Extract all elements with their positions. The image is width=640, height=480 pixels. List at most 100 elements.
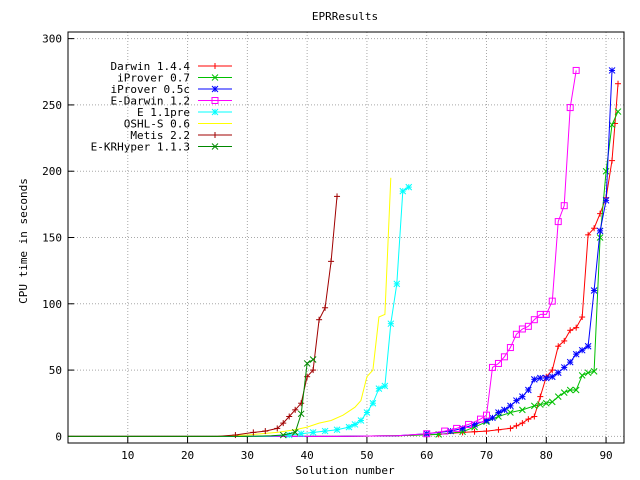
data-point [405,183,413,191]
data-point [590,287,598,294]
legend-label: Darwin 1.4.4 [111,60,191,73]
data-point [471,421,478,428]
data-point [542,399,550,407]
x-tick-label: 20 [181,449,194,462]
x-tick-label: 60 [420,449,433,462]
data-point [512,330,520,338]
data-point [310,367,317,374]
series-group-2 [68,67,616,438]
series-line-1 [68,111,619,437]
data-point [536,374,544,382]
data-point [250,429,257,436]
data-point [561,337,568,344]
data-point [536,401,544,408]
data-point [297,430,305,438]
data-point [328,258,335,265]
data-point [524,322,532,330]
data-point [614,108,622,115]
series-group [68,66,622,439]
y-tick-label: 200 [42,165,62,178]
data-point [363,409,371,416]
series-line-0 [68,83,619,437]
data-point [309,356,317,363]
data-point [609,157,616,164]
data-point [488,363,496,371]
data-point [585,231,592,238]
series-group-1 [68,108,622,438]
data-point [608,67,616,74]
series-group-3 [68,66,580,438]
data-point [500,353,508,361]
data-point [513,422,520,429]
data-point [590,368,598,375]
legend-marker [211,85,219,93]
data-point [542,310,550,318]
data-point [596,234,604,241]
series-line-4 [68,186,410,437]
series-group-4 [68,183,413,439]
y-axis-label: CPU time in seconds [17,178,30,304]
legend-marker [211,108,219,116]
data-point [566,358,574,366]
legend-label: E 1.1pre [137,106,190,119]
y-tick-label: 100 [42,298,62,311]
y-tick-label: 300 [42,33,62,46]
data-point [274,425,281,432]
data-point [560,364,568,371]
data-point [560,389,568,396]
legend-marker [211,74,219,81]
series-group-5 [68,177,392,437]
data-point [494,359,502,367]
data-point [519,393,526,400]
data-point [591,225,598,232]
data-point [554,369,562,377]
data-point [567,327,574,334]
data-point [495,426,502,433]
data-point [572,66,580,74]
x-tick-label: 40 [301,449,314,462]
data-point [554,218,562,226]
legend-label: Metis 2.2 [130,129,190,142]
legend-marker [212,63,218,69]
data-point [507,409,514,416]
legend-label: iProver 0.7 [117,72,190,85]
data-point [506,344,514,352]
data-point [560,202,568,210]
data-point [537,393,544,400]
data-point [453,424,461,432]
data-point [555,343,562,350]
data-point [303,360,311,367]
data-point [351,421,359,428]
plot-frame [67,31,625,444]
x-tick-label: 90 [599,449,612,462]
data-point [507,425,514,432]
data-point [489,414,496,422]
data-point [566,386,574,394]
data-point [578,372,586,379]
data-point [298,400,305,407]
chart-title: EPRResults [312,10,378,23]
series-line-6 [68,196,338,437]
x-tick-label: 70 [480,449,493,462]
data-point [519,406,526,414]
data-point [548,398,556,406]
data-point [554,393,562,400]
series-group-7 [68,356,317,439]
data-point [393,280,401,288]
data-point [519,420,526,427]
data-point [602,197,610,204]
y-tick-label: 250 [42,99,62,112]
legend-label: iProver 0.5c [111,83,190,96]
data-point [584,369,592,377]
data-point [334,193,341,200]
data-point [441,427,449,435]
data-point [345,423,353,431]
data-point [548,297,556,305]
legend-label: E-Darwin 1.2 [111,95,190,108]
legend-marker [211,97,219,104]
series-line-7 [68,359,314,437]
data-point [316,316,323,323]
data-point [615,80,622,87]
data-point [423,430,431,438]
data-point [578,346,586,354]
